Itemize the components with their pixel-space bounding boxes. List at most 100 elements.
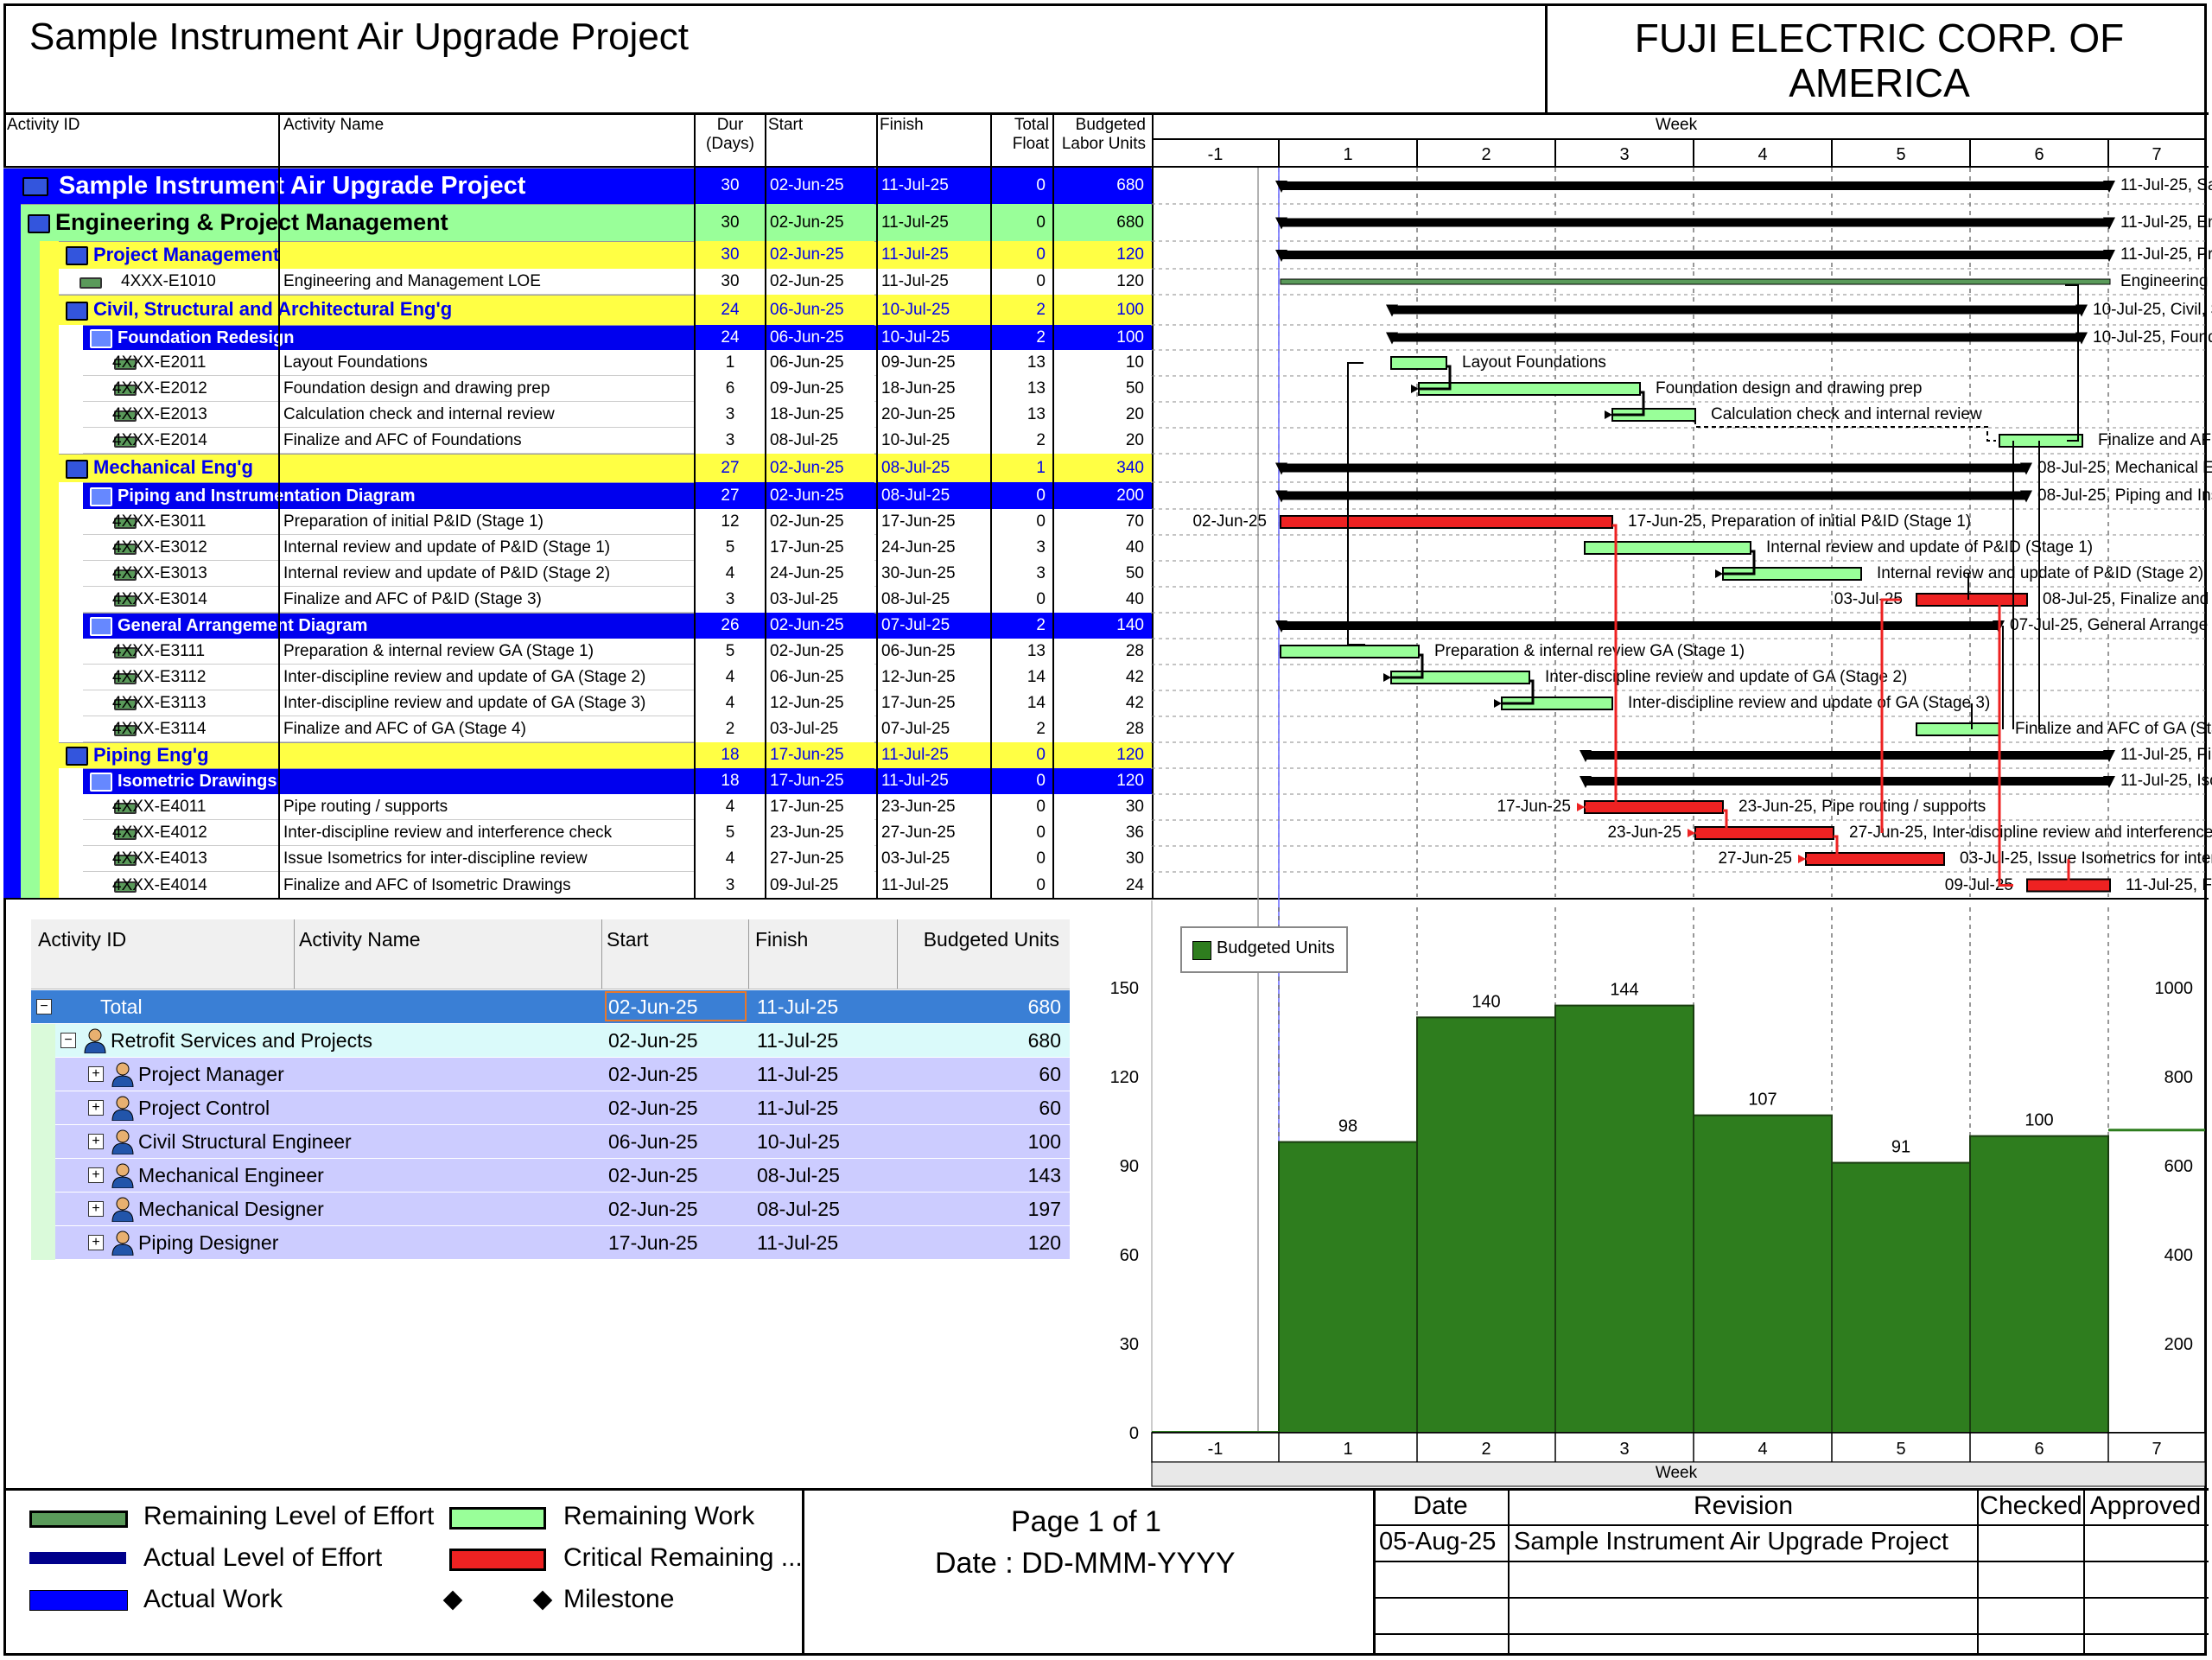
expand-toggle-icon[interactable]: − <box>60 1033 76 1048</box>
resource-row[interactable] <box>31 1159 1070 1193</box>
header-duration[interactable]: Dur (Days) <box>696 116 765 154</box>
resource-person-icon <box>111 1162 135 1189</box>
cell-bg <box>876 204 990 241</box>
header-start[interactable]: Start <box>768 116 804 134</box>
resource-finish: 11-Jul-25 <box>757 1231 839 1254</box>
wbs-name: Piping Eng'g <box>93 743 209 766</box>
bar-label: Finalize and AFC of GA (Sta <box>2015 720 2212 738</box>
rev-row-revision: Sample Instrument Air Upgrade Project <box>1514 1528 1948 1555</box>
cell-start: 02-Jun-25 <box>770 213 844 232</box>
cell-bg <box>990 402 1052 428</box>
header-activity-name[interactable]: Activity Name <box>283 116 385 134</box>
res-header-activity-id[interactable]: Activity ID <box>38 928 127 951</box>
resource-start: 02-Jun-25 <box>608 1097 698 1119</box>
cell-bg <box>876 325 990 350</box>
activity-id: 4XXX-E4014 <box>112 875 207 894</box>
expand-toggle-icon[interactable]: + <box>88 1066 104 1082</box>
resource-row[interactable] <box>31 990 1070 1024</box>
resource-finish: 11-Jul-25 <box>757 995 839 1018</box>
cell-units: 120 <box>1116 245 1144 264</box>
cell-finish: 11-Jul-25 <box>881 176 949 194</box>
cell-bg <box>1052 768 1151 794</box>
cell-finish: 20-Jun-25 <box>881 405 956 423</box>
res-header-budgeted-units[interactable]: Budgeted Units <box>923 928 1059 951</box>
cell-bg <box>876 794 990 820</box>
cell-start: 03-Jul-25 <box>770 590 839 608</box>
resource-person-icon <box>111 1061 135 1088</box>
cell-bg <box>876 561 990 587</box>
bar-label: 11-Jul-25, Projec <box>2120 245 2212 264</box>
wbs-folder-icon <box>66 747 88 766</box>
res-header-finish[interactable]: Finish <box>755 928 809 951</box>
resource-row[interactable] <box>31 1193 1070 1226</box>
cell-bg <box>990 665 1052 690</box>
cell-bg <box>694 350 766 376</box>
summary-start-marker <box>1386 332 1398 345</box>
remaining-bar <box>1390 356 1447 370</box>
cell-bg <box>876 402 990 428</box>
header-finish[interactable]: Finish <box>880 116 924 134</box>
resource-finish: 11-Jul-25 <box>757 1097 839 1119</box>
header-activity-id[interactable]: Activity ID <box>7 116 80 134</box>
histogram-legend-swatch <box>1192 941 1211 960</box>
cell-bg <box>694 794 766 820</box>
expand-toggle-icon[interactable]: + <box>88 1100 104 1116</box>
dependency-link <box>1347 362 1365 646</box>
cell-float: 14 <box>1027 694 1046 712</box>
resource-row[interactable] <box>31 1125 1070 1159</box>
week-header-label: 2 <box>1481 145 1491 164</box>
resource-units: 680 <box>1027 1029 1061 1052</box>
cell-start: 09-Jul-25 <box>770 875 839 894</box>
header-budgeted-units[interactable]: Budgeted Labor Units <box>1056 116 1146 154</box>
expand-toggle-icon[interactable]: + <box>88 1134 104 1149</box>
resource-start: 02-Jun-25 <box>608 995 698 1018</box>
rev-header-approved: Approved <box>2089 1491 2202 1520</box>
cell-bg <box>1052 269 1151 295</box>
resource-row[interactable] <box>31 1058 1070 1091</box>
activity-name: Calculation check and internal review <box>283 405 555 423</box>
legend-remaining-work: Remaining Work <box>563 1502 755 1530</box>
activity-id: 4XXX-E3114 <box>112 720 207 738</box>
resource-finish: 08-Jul-25 <box>757 1164 840 1186</box>
bar-label: 11-Jul-25, Samp <box>2120 176 2212 194</box>
cell-finish: 17-Jun-25 <box>881 512 956 531</box>
cell-bg <box>876 350 990 376</box>
expand-toggle-icon[interactable]: + <box>88 1167 104 1183</box>
dependency-arrow <box>1688 829 1695 837</box>
selected-cell[interactable] <box>605 991 747 1021</box>
cell-bg <box>1052 168 1151 204</box>
cell-bg <box>765 768 874 794</box>
cell-bg <box>765 482 874 509</box>
resource-row[interactable] <box>31 1091 1070 1125</box>
expand-toggle-icon[interactable]: + <box>88 1235 104 1250</box>
activity-id: 4XXX-E4012 <box>112 824 207 842</box>
cell-bg <box>876 846 990 872</box>
cell-bg <box>1052 794 1151 820</box>
resource-row[interactable] <box>31 1024 1070 1058</box>
resource-person-icon <box>111 1095 135 1122</box>
cell-finish: 17-Jun-25 <box>881 694 956 712</box>
cell-units: 140 <box>1116 616 1144 634</box>
res-header-activity-name[interactable]: Activity Name <box>299 928 421 951</box>
legend-critical-swatch <box>449 1549 546 1571</box>
cell-start: 06-Jun-25 <box>770 328 844 347</box>
resource-start: 02-Jun-25 <box>608 1198 698 1220</box>
cell-bg <box>765 561 874 587</box>
resource-row[interactable] <box>31 1226 1070 1260</box>
dependency-link <box>1723 550 1756 576</box>
expand-toggle-icon[interactable]: + <box>88 1201 104 1217</box>
summary-end-marker <box>2103 776 2115 788</box>
cell-start: 02-Jun-25 <box>770 512 844 531</box>
res-header-start[interactable]: Start <box>607 928 649 951</box>
res-header-divider <box>294 919 295 989</box>
cell-bg <box>765 639 874 665</box>
activity-name: Inter-discipline review and update of GA… <box>283 694 646 712</box>
cell-units: 120 <box>1116 746 1144 764</box>
expand-toggle-icon[interactable]: − <box>36 999 52 1014</box>
header-total-float[interactable]: Total Float <box>994 116 1049 154</box>
cell-float: 0 <box>1036 772 1046 790</box>
histogram-timescale-band <box>1151 1432 2206 1463</box>
dependency-link <box>1502 679 1535 705</box>
cell-bg <box>694 482 766 509</box>
bar-label: Internal review and update of P&ID (Stag… <box>1877 564 2204 582</box>
